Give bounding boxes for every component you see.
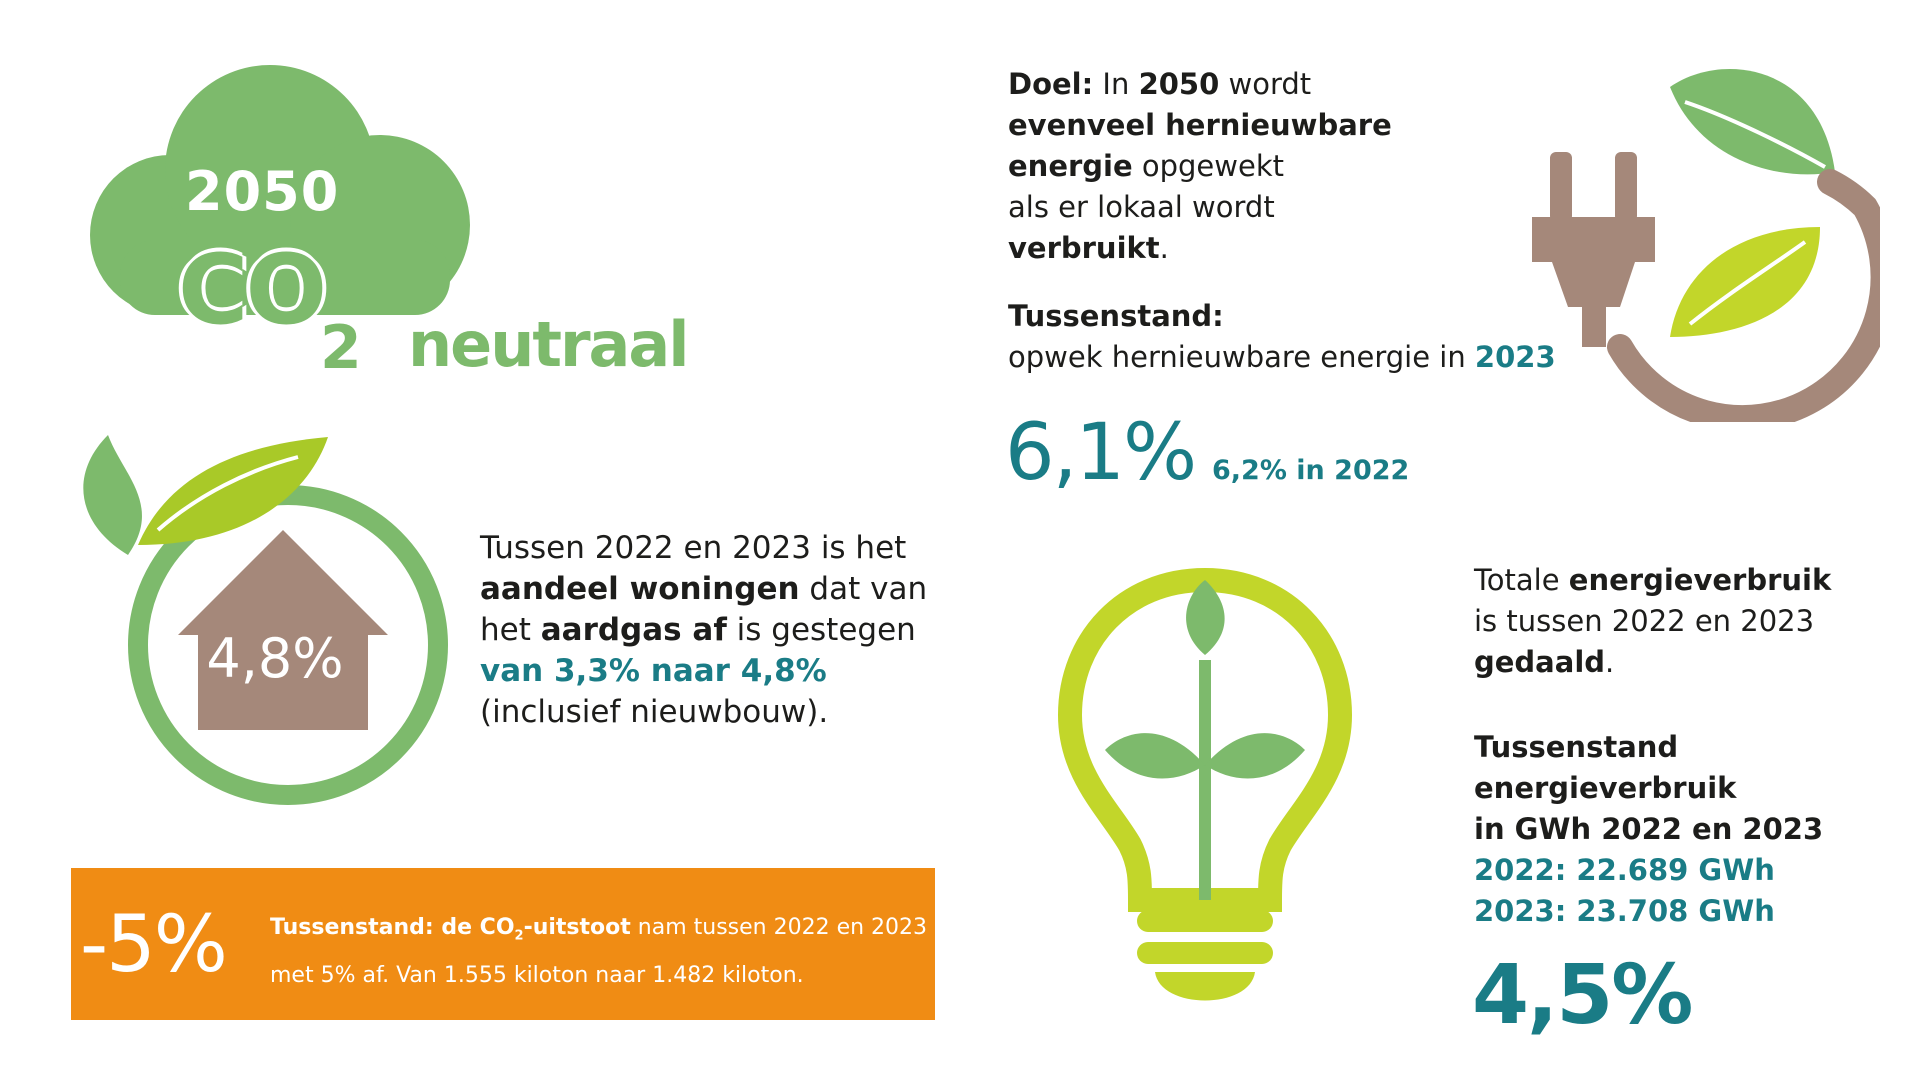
renewable-status: Tussenstand: opwek hernieuwbare energie … [1008, 296, 1568, 378]
energy-bold2: gedaald [1474, 645, 1606, 679]
energy-t1: Totale [1474, 563, 1569, 597]
houses-bold-share: aandeel woningen [480, 571, 800, 607]
co2-reduction-text: Tussenstand: de CO2-uitstoot nam tussen … [270, 908, 930, 996]
houses-line4: van 3,3% naar 4,8% [480, 653, 827, 689]
goal-line5: verbruikt. [1008, 228, 1448, 269]
co2-reduction-percent: -5% [80, 900, 228, 990]
goal-line3: energie opgewekt [1008, 146, 1448, 187]
co2-bold-sub: 2 [514, 928, 524, 944]
co2-rest: nam tussen 2022 en 2023 met 5% af. Van 1… [270, 915, 928, 989]
co2-reduction-banner [71, 868, 935, 1020]
goal-bold1: evenveel hernieuwbare [1008, 108, 1392, 142]
goal-text: Doel: In 2050 wordt evenveel hernieuwbar… [1008, 64, 1448, 269]
cloud-year: 2050 [185, 160, 340, 223]
house-leaf-icon [83, 435, 448, 805]
houses-line2-rest: dat van [799, 571, 928, 607]
goal-line1: Doel: In 2050 wordt [1008, 64, 1448, 105]
houses-line2: aandeel woningen dat van [480, 569, 950, 610]
house-percent: 4,8% [206, 627, 344, 690]
energy-line3: gedaald. [1474, 642, 1894, 683]
goal-t3: opgewekt [1132, 149, 1284, 183]
energy-value: 4,5% [1472, 948, 1693, 1043]
energy-2023: 2023: 23.708 GWh [1474, 894, 1775, 928]
renewable-line-text: opwek hernieuwbare energie in [1008, 340, 1475, 374]
energy-line2: is tussen 2022 en 2023 [1474, 604, 1815, 638]
lightbulb-plant-icon [1057, 567, 1353, 1001]
houses-bold-gas: aardgas af [540, 612, 727, 648]
energy-heading2: energieverbruik [1474, 771, 1737, 805]
cloud-icon [90, 65, 470, 315]
goal-t1: In [1093, 67, 1139, 101]
co2-label: CO [178, 234, 327, 346]
houses-line1: Tussen 2022 en 2023 is het [480, 530, 907, 566]
renewable-value: 6,1% [1005, 408, 1197, 498]
houses-line3: het aardgas af is gestegen [480, 610, 950, 651]
plug-leaf-icon [1532, 69, 1880, 422]
renewable-line: opwek hernieuwbare energie in 2023 [1008, 337, 1568, 378]
goal-line2: evenveel hernieuwbare [1008, 105, 1448, 146]
goal-bold3: verbruikt [1008, 231, 1160, 265]
energy-2022: 2022: 22.689 GWh [1474, 853, 1775, 887]
goal-bold2: energie [1008, 149, 1133, 183]
energy-heading3: in GWh 2022 en 2023 [1474, 812, 1824, 846]
neutraal-label: neutraal [408, 308, 689, 381]
houses-line5: (inclusief nieuwbouw). [480, 694, 829, 730]
goal-label: Doel: [1008, 67, 1094, 101]
goal-t5: . [1159, 231, 1169, 265]
houses-line3-rest: is gestegen [726, 612, 916, 648]
energy-heading1: Tussenstand [1474, 730, 1679, 764]
goal-line4: als er lokaal wordt [1008, 190, 1275, 224]
houses-description: Tussen 2022 en 2023 is het aandeel wonin… [480, 528, 950, 733]
renewable-heading: Tussenstand: [1008, 299, 1224, 333]
houses-line3-pre: het [480, 612, 541, 648]
co2-bold-b: -uitstoot [523, 915, 631, 940]
renewable-year: 2023 [1474, 340, 1556, 374]
goal-year: 2050 [1138, 67, 1220, 101]
goal-t2: wordt [1219, 67, 1312, 101]
co2-bold-a: Tussenstand: de CO [270, 915, 515, 940]
energy-bold1: energieverbruik [1568, 563, 1832, 597]
energy-description: Totale energieverbruik is tussen 2022 en… [1474, 560, 1894, 683]
energy-line1: Totale energieverbruik [1474, 560, 1894, 601]
energy-status: Tussenstand energieverbruik in GWh 2022 … [1474, 727, 1894, 932]
renewable-previous: 6,2% in 2022 [1212, 455, 1410, 486]
energy-t3: . [1605, 645, 1615, 679]
co2-subscript: 2 [320, 313, 362, 383]
